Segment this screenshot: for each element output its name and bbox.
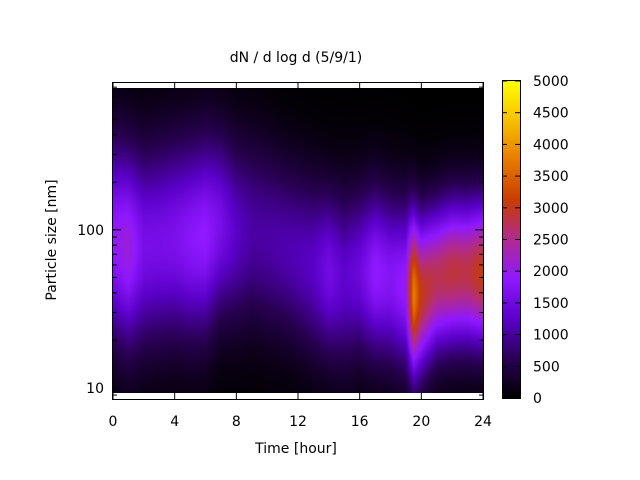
colorbar-gradient <box>502 81 520 398</box>
colorbar-tick-label: 3500 <box>533 169 569 185</box>
colorbar-tick-label: 5000 <box>533 74 569 90</box>
x-axis-label: Time [hour] <box>254 441 337 457</box>
x-tick-label: 8 <box>232 414 241 430</box>
plot-frame <box>112 82 484 400</box>
x-tick-label: 20 <box>412 414 430 430</box>
x-tick-label: 24 <box>474 414 492 430</box>
colorbar-tick-label: 3000 <box>533 201 569 217</box>
colorbar-tick-label: 1000 <box>533 328 569 344</box>
colorbar-ticks: 0 500 1000 1500 2000 2500 3000 3500 4000 4500 5000 <box>502 74 569 407</box>
plot-area <box>112 82 484 400</box>
x-tick-label: 0 <box>109 414 118 430</box>
colorbar-tick-label: 0 <box>533 391 542 407</box>
colorbar-tick-label: 1500 <box>533 296 569 312</box>
colorbar-tick-label: 4000 <box>533 137 569 153</box>
y-axis: 10 100 <box>77 86 483 397</box>
colorbar-tick-label: 2000 <box>533 264 569 280</box>
heatmap-image <box>113 88 483 393</box>
colorbar: 0 500 1000 1500 2000 2500 3000 3500 4000 4500 5000 <box>502 74 569 407</box>
colorbar-tick-label: 500 <box>533 359 560 375</box>
y-axis-label: Particle size [nm] <box>44 179 60 300</box>
chart-title: dN / d log d (5/9/1) <box>230 50 363 66</box>
x-tick-label: 16 <box>351 414 369 430</box>
y-tick-label: 100 <box>77 223 104 239</box>
x-tick-label: 4 <box>170 414 179 430</box>
y-tick-label: 10 <box>86 381 104 397</box>
x-tick-label: 12 <box>289 414 307 430</box>
x-axis: 0 4 8 12 16 20 24 <box>109 83 492 430</box>
colorbar-tick-label: 2500 <box>533 233 569 249</box>
colorbar-tick-label: 4500 <box>533 106 569 122</box>
